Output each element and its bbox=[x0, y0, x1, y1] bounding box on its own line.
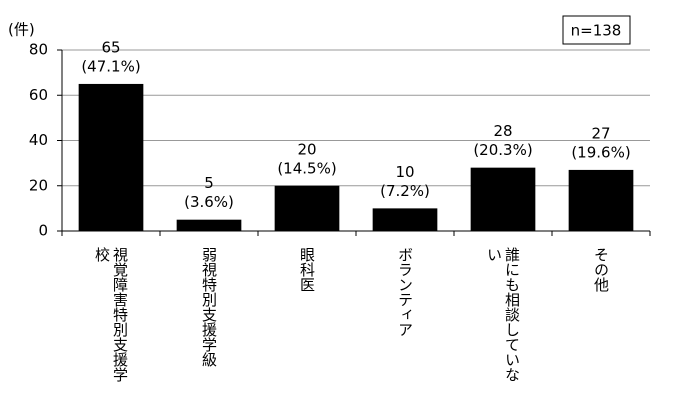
value-label: 20 bbox=[297, 140, 316, 158]
note-box bbox=[562, 15, 631, 45]
percent-label: (3.6%) bbox=[184, 193, 234, 211]
note: n=138 bbox=[571, 22, 622, 40]
x-tick-label-wrap: 眼科医 bbox=[257, 247, 357, 383]
percent-label: (47.1%) bbox=[81, 57, 140, 75]
y-tick-label: 20 bbox=[29, 176, 48, 194]
x-tick-label-wrap: その他 bbox=[551, 247, 651, 383]
percent-label: (7.2%) bbox=[380, 182, 430, 200]
x-tick-label-wrap: ボランティア bbox=[355, 247, 455, 383]
x-tick-label: ボランティア bbox=[396, 247, 414, 337]
x-tick-label-box: ボランティア bbox=[355, 247, 455, 383]
percent-label: (20.3%) bbox=[473, 141, 532, 159]
value-label: 27 bbox=[591, 124, 610, 142]
y-tick-label: 80 bbox=[29, 41, 48, 59]
bar bbox=[372, 208, 438, 231]
value-label: 10 bbox=[395, 163, 414, 181]
bar bbox=[274, 185, 340, 231]
x-tick-label-box: 眼科医 bbox=[257, 247, 357, 383]
x-tick-label-wrap: 誰にも相談していない bbox=[453, 247, 553, 383]
value-label: 28 bbox=[493, 122, 512, 140]
x-tick-label-wrap: 視覚障害特別支援学校 bbox=[61, 247, 161, 383]
x-tick-label: 弱視特別支援学級 bbox=[200, 247, 218, 367]
y-tick-label: 60 bbox=[29, 86, 48, 104]
x-tick-label-box: その他 bbox=[551, 247, 651, 383]
x-tick-label-box: 誰にも相談していない bbox=[453, 247, 553, 383]
x-tick-label-box: 視覚障害特別支援学校 bbox=[61, 247, 161, 383]
x-tick-label-wrap: 弱視特別支援学級 bbox=[159, 247, 259, 383]
x-tick-label: 誰にも相談していない bbox=[485, 247, 521, 382]
value-label: 65 bbox=[101, 38, 120, 56]
x-tick-label: その他 bbox=[592, 247, 610, 292]
value-label: 5 bbox=[204, 174, 214, 192]
bar bbox=[568, 169, 634, 231]
percent-label: (14.5%) bbox=[277, 159, 336, 177]
percent-label: (19.6%) bbox=[571, 143, 630, 161]
bar bbox=[176, 219, 242, 231]
bar bbox=[78, 83, 144, 231]
x-tick-label: 眼科医 bbox=[298, 247, 316, 292]
y-axis-label: (件) bbox=[8, 21, 35, 39]
x-tick-label-box: 弱視特別支援学級 bbox=[159, 247, 259, 383]
bar bbox=[470, 167, 536, 231]
y-tick-label: 40 bbox=[29, 131, 48, 149]
x-tick-label: 視覚障害特別支援学校 bbox=[93, 247, 129, 382]
y-tick-label: 0 bbox=[38, 222, 48, 240]
